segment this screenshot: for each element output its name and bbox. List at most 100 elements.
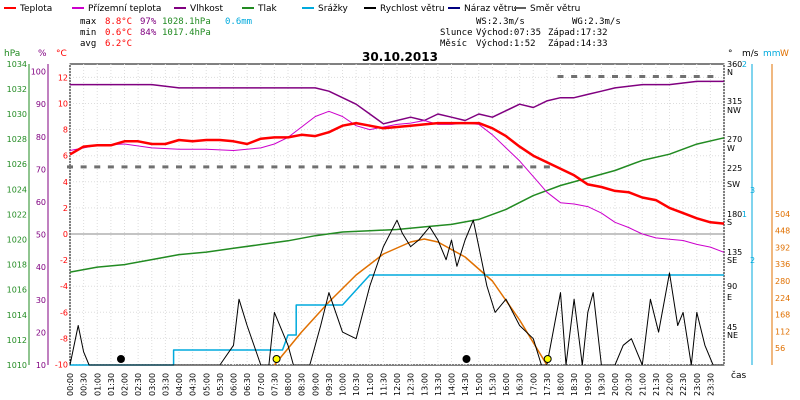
stat-min-press: 1017.4hPa	[162, 28, 211, 38]
wind-direction-mark	[285, 165, 291, 169]
x-tick-label: 19:30	[597, 373, 606, 396]
hpa-tick-label: 1016	[7, 286, 27, 295]
hpa-tick-label: 1014	[7, 311, 27, 320]
x-tick-label: 14:30	[461, 373, 470, 396]
wind-direction-mark	[693, 75, 700, 78]
w-tick-label: 336	[775, 260, 790, 269]
x-tick-label: 19:00	[584, 373, 593, 396]
wind-direction-mark	[516, 165, 523, 169]
temp-tick-label: 10	[58, 100, 68, 109]
dir-tick-label: 270	[727, 135, 742, 144]
w-tick-label: 112	[775, 327, 790, 336]
temp-tick-label: 12	[58, 73, 68, 82]
dir-tick-label: NW	[727, 106, 741, 115]
wind-direction-mark	[598, 75, 605, 78]
hpa-tick-label: 1018	[7, 261, 27, 270]
stat-max-hum: 97%	[140, 17, 157, 27]
pct-tick-label: 70	[36, 165, 46, 174]
wind-direction-mark	[339, 165, 346, 169]
x-tick-label: 03:30	[161, 373, 170, 396]
wind-direction-mark	[325, 165, 332, 169]
degc-unit-label: °C	[56, 49, 67, 59]
x-tick-label: 12:30	[407, 373, 416, 396]
dir-tick-label: 45	[727, 323, 737, 332]
wind-direction-mark	[462, 165, 469, 169]
plot-area	[67, 75, 725, 366]
stat-min-temp: 0.6°C	[105, 28, 132, 38]
wind-direction-mark	[407, 165, 414, 169]
chart-date-title: 30.10.2013	[362, 50, 438, 64]
pct-tick-label: 80	[36, 133, 46, 142]
wind-direction-mark	[203, 165, 210, 169]
wind-direction-mark	[312, 165, 319, 169]
hpa-tick-label: 1024	[7, 185, 27, 194]
stat-max-label: max	[80, 17, 97, 27]
mm-unit-label: mm	[763, 49, 781, 59]
wind-direction-mark	[639, 75, 646, 78]
pct-tick-label: 10	[36, 361, 46, 370]
temp-tick-label: -8	[60, 334, 68, 343]
moon-label: Měsíc	[440, 39, 467, 49]
wind-direction-mark	[298, 165, 305, 169]
x-tick-label: 17:00	[529, 373, 538, 396]
wind-direction-mark	[366, 165, 373, 169]
x-tick-label: 23:00	[693, 373, 702, 396]
x-tick-label: 00:00	[66, 373, 75, 396]
sun-label: Slunce	[440, 28, 473, 38]
wind-direction-mark	[530, 165, 537, 169]
pct-tick-label: 90	[36, 100, 46, 109]
hpa-tick-label: 1010	[7, 361, 27, 370]
wind-direction-mark	[135, 165, 142, 169]
x-tick-label: 03:00	[148, 373, 157, 396]
wind-direction-mark	[121, 165, 128, 169]
grid	[69, 63, 725, 366]
w-tick-label: 392	[775, 243, 790, 252]
wind-direction-mark	[176, 165, 182, 169]
wind-direction-mark	[612, 75, 618, 78]
legend-label: Tlak	[257, 4, 278, 14]
w-tick-label: 168	[775, 311, 790, 320]
dir-tick-label: S	[727, 218, 732, 227]
wind-direction-mark	[257, 165, 264, 169]
legend-label: Teplota	[19, 4, 52, 14]
x-tick-label: 21:00	[638, 373, 647, 396]
hpa-tick-label: 1026	[7, 160, 27, 169]
x-tick-label: 12:00	[393, 373, 402, 396]
w-tick-label: 224	[775, 294, 790, 303]
x-tick-label: 09:30	[325, 373, 334, 396]
temp-tick-label: -10	[55, 361, 68, 370]
wind-speed-info: WS:2.3m/s	[476, 17, 525, 27]
x-tick-label: 02:00	[121, 373, 130, 396]
sunset-marker	[543, 355, 552, 363]
temp-tick-label: 6	[63, 152, 68, 161]
legend-label: Srážky	[318, 4, 349, 14]
wind-direction-mark	[680, 75, 687, 78]
hpa-tick-label: 1030	[7, 110, 27, 119]
wind-direction-mark	[707, 75, 714, 78]
hpa-tick-label: 1028	[7, 135, 27, 144]
x-tick-label: 16:30	[516, 373, 525, 396]
precipitation-line	[70, 274, 724, 366]
wind-direction-mark	[584, 75, 591, 78]
pct-tick-label: 50	[36, 231, 46, 240]
x-tick-label: 07:00	[257, 373, 266, 396]
dir-tick-label: 360	[727, 60, 742, 69]
dir-tick-label: 90	[727, 282, 737, 291]
wind-direction-mark	[475, 165, 482, 169]
temp-tick-label: -4	[60, 282, 68, 291]
wind-direction-mark	[380, 165, 387, 169]
dir-tick-label: NE	[727, 331, 738, 340]
x-tick-label: 06:00	[230, 373, 239, 396]
ms-tick-label: 2	[742, 60, 747, 69]
temp-tick-label: 4	[63, 178, 68, 187]
ms-unit-label: m/s	[742, 49, 759, 59]
w-tick-label: 504	[775, 210, 790, 219]
stat-max-press: 1028.1hPa	[162, 17, 211, 27]
wind-direction-mark	[353, 165, 360, 169]
wind-direction-mark	[571, 75, 578, 78]
x-tick-label: 05:30	[216, 373, 225, 396]
left-axes: 1034103210301028102610241022102010181016…	[7, 60, 68, 370]
hpa-tick-label: 1020	[7, 236, 27, 245]
temp-tick-label: -6	[60, 308, 68, 317]
x-tick-label: 09:00	[311, 373, 320, 396]
